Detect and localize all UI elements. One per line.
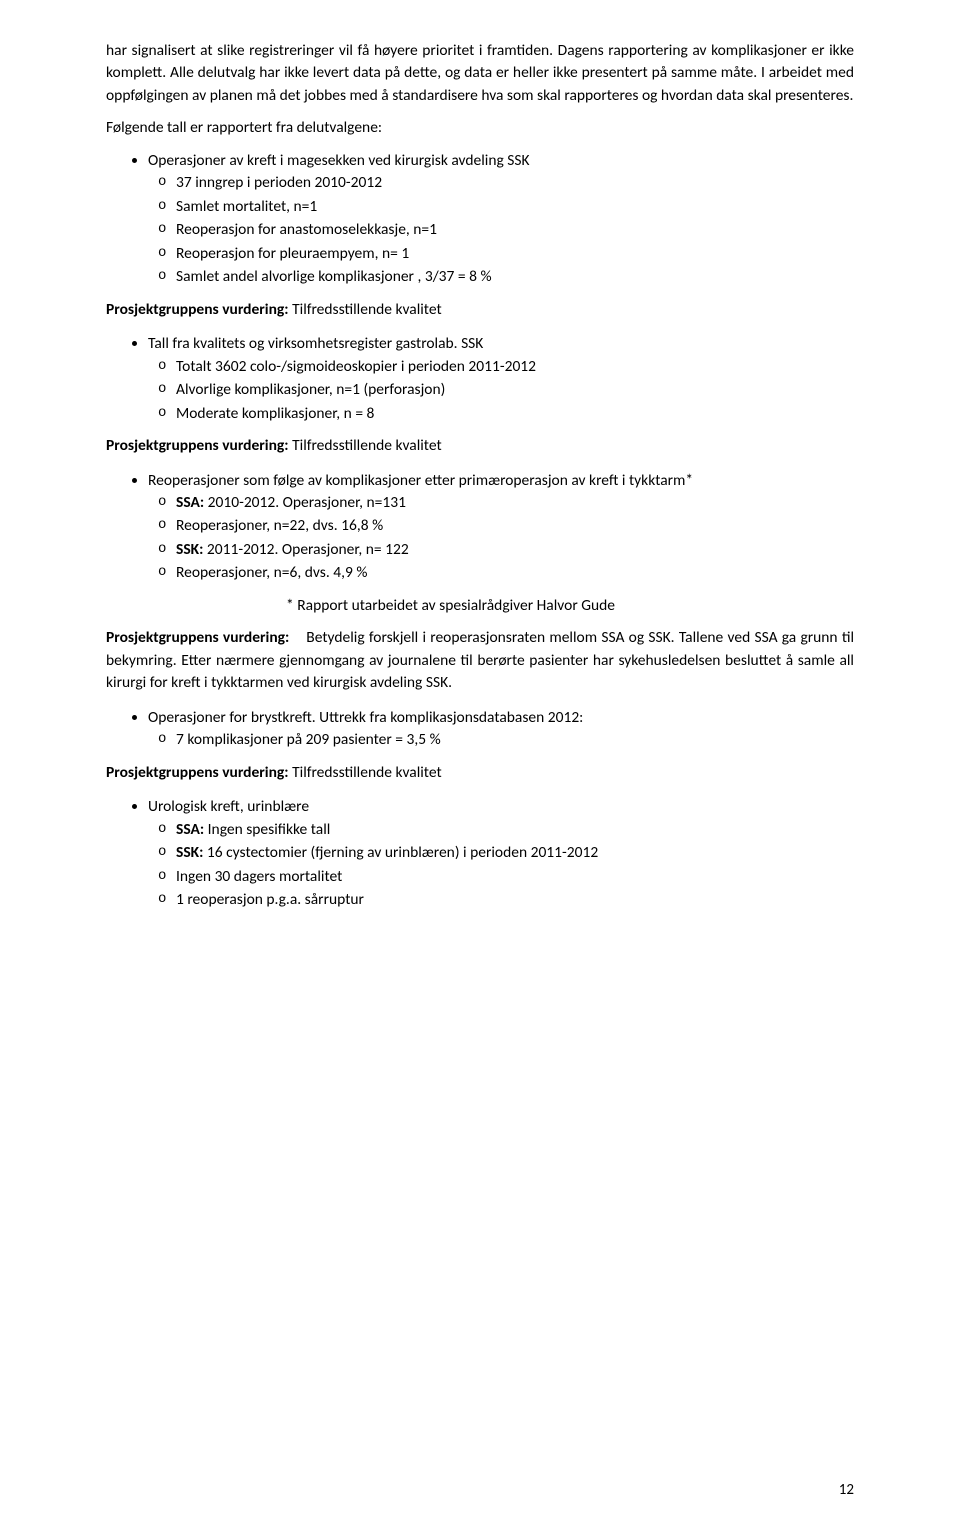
list-item: Reoperasjoner, n=22, dvs. 16,8 % xyxy=(176,515,854,537)
list-item: SSK: 16 cystectomier (fjerning av urinbl… xyxy=(176,842,854,864)
section-5-list: Urologisk kreft, urinblære SSA: Ingen sp… xyxy=(106,796,854,911)
list-item: SSK: 2011-2012. Operasjoner, n= 122 xyxy=(176,539,854,561)
section-1-title: Operasjoner av kreft i magesekken ved ki… xyxy=(148,150,854,289)
section-5-title: Urologisk kreft, urinblære SSA: Ingen sp… xyxy=(148,796,854,911)
section-2-list: Tall fra kvalitets og virksomhetsregiste… xyxy=(106,333,854,425)
list-item: Moderate komplikasjoner, n = 8 xyxy=(176,403,854,425)
verdict-3: Prosjektgruppens vurdering: Betydelig fo… xyxy=(106,627,854,694)
list-item: Samlet mortalitet, n=1 xyxy=(176,196,854,218)
section-5-sublist: SSA: Ingen spesifikke tall SSK: 16 cyste… xyxy=(148,819,854,912)
section-4-sublist: 7 komplikasjoner på 209 pasienter = 3,5 … xyxy=(148,729,854,751)
list-item: Reoperasjon for pleuraempyem, n= 1 xyxy=(176,243,854,265)
section-4-list: Operasjoner for brystkreft. Uttrekk fra … xyxy=(106,707,854,752)
list-item: SSA: Ingen spesifikke tall xyxy=(176,819,854,841)
section-3-sublist: SSA: 2010-2012. Operasjoner, n=131 Reope… xyxy=(148,492,854,585)
list-item: SSA: 2010-2012. Operasjoner, n=131 xyxy=(176,492,854,514)
section-1-sublist: 37 inngrep i perioden 2010-2012 Samlet m… xyxy=(148,172,854,288)
section-3-list: Reoperasjoner som følge av komplikasjone… xyxy=(106,470,854,585)
list-item: Totalt 3602 colo-/sigmoideoskopier i per… xyxy=(176,356,854,378)
section-2-title: Tall fra kvalitets og virksomhetsregiste… xyxy=(148,333,854,425)
verdict-1: Prosjektgruppens vurdering: Tilfredsstil… xyxy=(106,299,854,321)
section-3-title: Reoperasjoner som følge av komplikasjone… xyxy=(148,470,854,585)
list-item: 37 inngrep i perioden 2010-2012 xyxy=(176,172,854,194)
section-4-title: Operasjoner for brystkreft. Uttrekk fra … xyxy=(148,707,854,752)
list-item: 7 komplikasjoner på 209 pasienter = 3,5 … xyxy=(176,729,854,751)
section-1-list: Operasjoner av kreft i magesekken ved ki… xyxy=(106,150,854,289)
verdict-2: Prosjektgruppens vurdering: Tilfredsstil… xyxy=(106,435,854,457)
list-item: Alvorlige komplikasjoner, n=1 (perforasj… xyxy=(176,379,854,401)
document-page: har signalisert at slike registreringer … xyxy=(0,0,960,1526)
list-item: Reoperasjoner, n=6, dvs. 4,9 % xyxy=(176,562,854,584)
list-item: Reoperasjon for anastomoselekkasje, n=1 xyxy=(176,219,854,241)
list-item: Ingen 30 dagers mortalitet xyxy=(176,866,854,888)
page-number: 12 xyxy=(839,1480,854,1502)
list-item: 1 reoperasjon p.g.a. sårruptur xyxy=(176,889,854,911)
list-item: Samlet andel alvorlige komplikasjoner , … xyxy=(176,266,854,288)
intro-paragraph-1: har signalisert at slike registreringer … xyxy=(106,40,854,107)
verdict-4: Prosjektgruppens vurdering: Tilfredsstil… xyxy=(106,762,854,784)
star-note: * Rapport utarbeidet av spesialrådgiver … xyxy=(286,595,854,617)
intro-paragraph-2: Følgende tall er rapportert fra delutval… xyxy=(106,117,854,139)
section-2-sublist: Totalt 3602 colo-/sigmoideoskopier i per… xyxy=(148,356,854,425)
